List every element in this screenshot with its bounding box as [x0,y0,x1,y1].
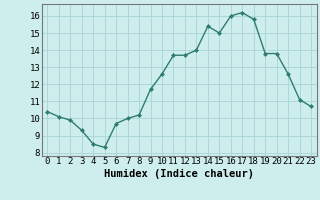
X-axis label: Humidex (Indice chaleur): Humidex (Indice chaleur) [104,169,254,179]
